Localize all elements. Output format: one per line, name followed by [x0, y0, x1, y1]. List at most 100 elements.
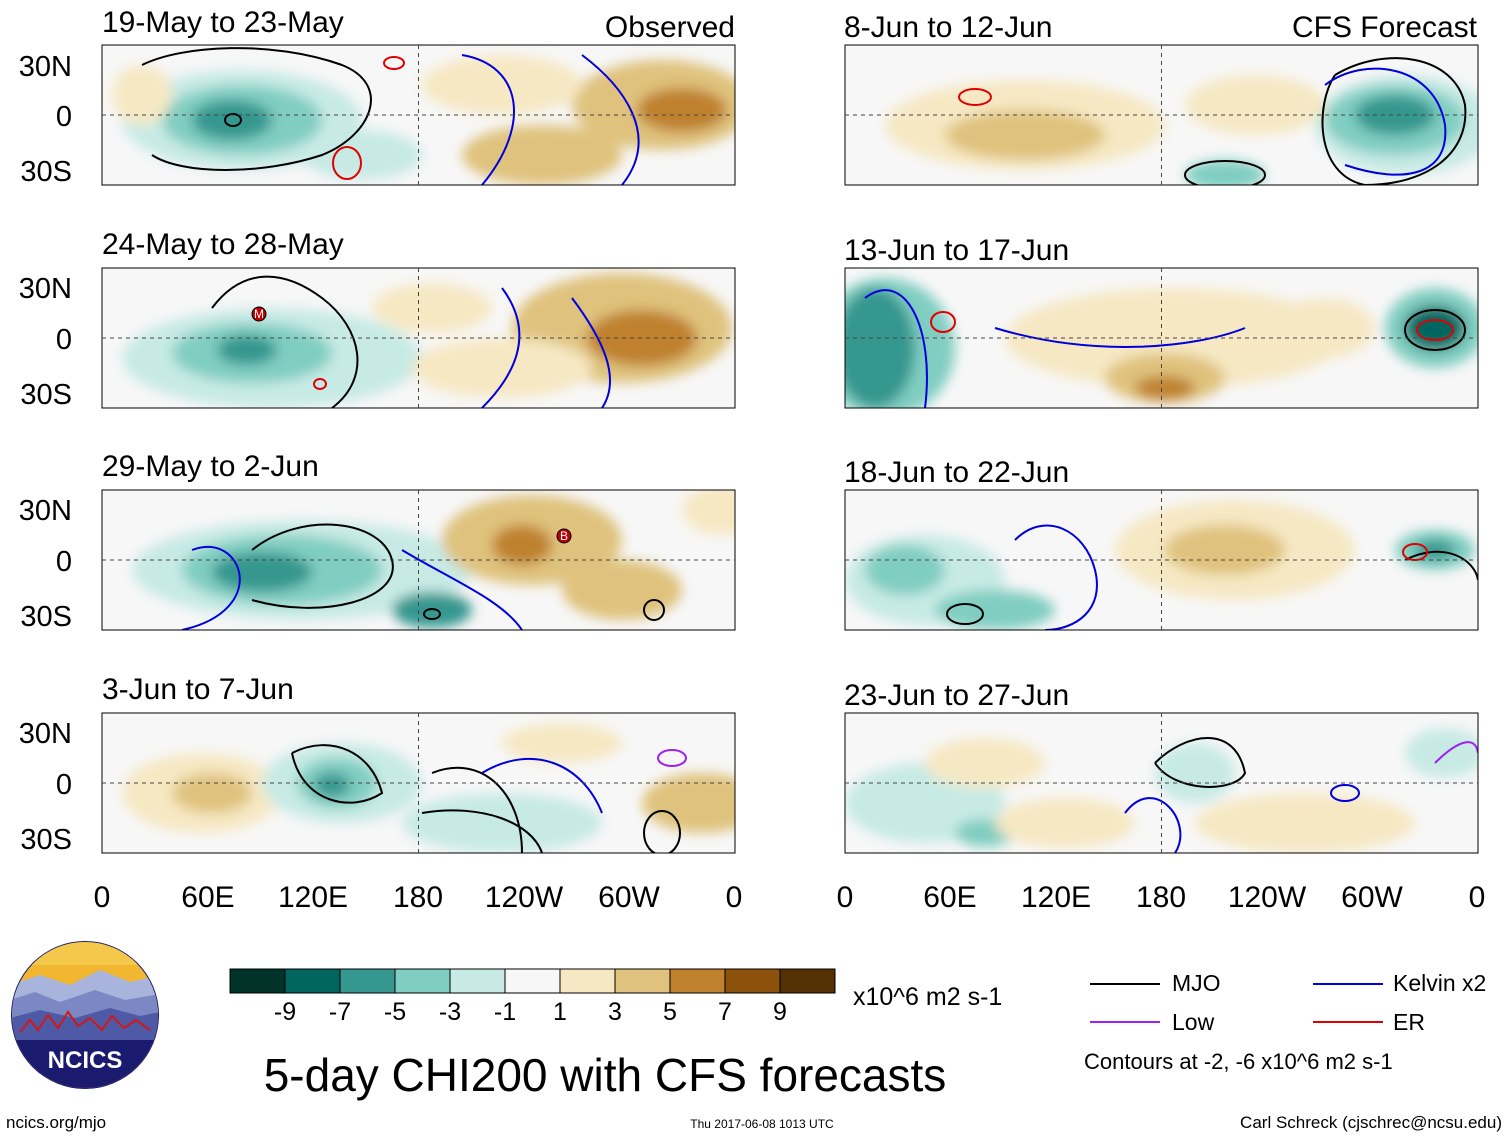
anomaly-shading	[122, 273, 732, 408]
colorbar-swatch	[779, 968, 836, 994]
colorbar-tick-label: 5	[663, 998, 677, 1026]
map-panel-forecast-4	[844, 712, 1479, 854]
footer-url: ncics.org/mjo	[6, 1113, 106, 1132]
lon-label: 60W	[1341, 881, 1403, 914]
lon-label: 60E	[923, 881, 976, 914]
colorbar-swatch	[394, 968, 451, 994]
anomaly-shading	[112, 55, 735, 185]
legend-item-kelvin: Kelvin x2	[1313, 970, 1486, 996]
colorbar-tick-label: 9	[773, 998, 787, 1026]
lat-label: 0	[56, 324, 72, 356]
colorbar-swatch	[229, 968, 286, 994]
lon-label: 0	[94, 881, 111, 914]
storm-marker-letter: M	[254, 307, 264, 321]
lon-label: 180	[393, 881, 443, 914]
svg-text:ER: ER	[1393, 1009, 1425, 1035]
observed-column-label: Observed	[605, 11, 735, 44]
lat-label: 0	[56, 769, 72, 801]
colorbar-tick-label: -5	[384, 998, 406, 1026]
map-panel-forecast-2	[844, 267, 1479, 409]
colorbar-swatch	[559, 968, 616, 994]
lon-label: 60W	[598, 881, 660, 914]
panel-title-forecast-4: 23-Jun to 27-Jun	[844, 679, 1069, 712]
panel-title-forecast-2: 13-Jun to 17-Jun	[844, 234, 1069, 267]
map-panel-forecast-1	[844, 44, 1479, 186]
lon-label: 120W	[485, 881, 564, 914]
colorbar-tick-label: 1	[553, 998, 567, 1026]
colorbar-tick-label: -1	[494, 998, 516, 1026]
lat-label: 30S	[20, 156, 72, 188]
map-panel-observed-4	[101, 712, 736, 854]
lat-label: 0	[56, 101, 72, 133]
map-panel-observed-3: B	[101, 489, 736, 631]
lat-label: 30S	[20, 824, 72, 856]
legend: MJO Kelvin x2 Low ER Contours at -2, -6 …	[1084, 970, 1486, 1074]
contour-note: Contours at -2, -6 x10^6 m2 s-1	[1084, 1049, 1393, 1074]
colorbar-swatch	[339, 968, 396, 994]
colorbar-swatch	[724, 968, 781, 994]
colorbar-swatch	[504, 968, 561, 994]
legend-item-er: ER	[1313, 1009, 1425, 1035]
contours	[864, 289, 1466, 408]
anomaly-shading	[845, 500, 1475, 630]
panel-title-observed-1: 19-May to 23-May	[102, 6, 344, 39]
footer-timestamp: Thu 2017-06-08 1013 UTC	[690, 1117, 834, 1131]
lat-label: 30N	[19, 273, 72, 305]
colorbar-swatch	[614, 968, 671, 994]
storm-marker-letter: B	[560, 529, 568, 543]
legend-item-low: Low	[1090, 1009, 1215, 1035]
panel-title-forecast-3: 18-Jun to 22-Jun	[844, 456, 1069, 489]
logo-text: NCICS	[48, 1047, 123, 1074]
contours	[1124, 737, 1478, 853]
colorbar-swatch	[669, 968, 726, 994]
legend-item-mjo: MJO	[1090, 970, 1221, 996]
lat-label: 30N	[19, 718, 72, 750]
lat-label: 30N	[19, 51, 72, 83]
colorbar-tick-label: -9	[274, 998, 296, 1026]
anomaly-shading	[885, 75, 1478, 185]
lat-label: 30S	[20, 379, 72, 411]
lon-label: 120E	[278, 881, 348, 914]
contours	[141, 47, 640, 185]
svg-text:Kelvin x2: Kelvin x2	[1393, 970, 1486, 996]
forecast-column-label: CFS Forecast	[1292, 11, 1478, 44]
anomaly-shading	[132, 490, 735, 628]
lat-label: 0	[56, 546, 72, 578]
svg-text:Low: Low	[1172, 1009, 1215, 1035]
lon-label: 0	[1469, 881, 1486, 914]
svg-text:MJO: MJO	[1172, 970, 1221, 996]
colorbar-tick-label: -7	[329, 998, 351, 1026]
colorbar-units: x10^6 m2 s-1	[853, 983, 1002, 1011]
map-panel-forecast-3	[844, 489, 1479, 631]
footer-credit: Carl Schreck (cjschrec@ncsu.edu)	[1240, 1113, 1502, 1132]
contours	[181, 523, 665, 630]
colorbar: -9 -7 -5 -3 -1 1 3 5 7 9	[229, 968, 836, 1026]
colorbar-swatch	[449, 968, 506, 994]
lon-label: 0	[726, 881, 743, 914]
colorbar-swatch	[284, 968, 341, 994]
storm-marker: M	[251, 306, 267, 322]
lon-label: 60E	[181, 881, 234, 914]
panel-title-observed-2: 24-May to 28-May	[102, 228, 344, 261]
colorbar-tick-label: 7	[718, 998, 732, 1026]
lon-axis-forecast: 0 60E 120E 180 120W 60W 0	[837, 881, 1486, 914]
colorbar-tick-label: 3	[608, 998, 622, 1026]
ncics-logo: NCICS	[11, 941, 159, 1089]
map-panel-observed-2: M	[101, 267, 736, 409]
contours	[211, 275, 611, 408]
lon-label: 0	[837, 881, 854, 914]
lon-label: 120W	[1228, 881, 1307, 914]
colorbar-tick-label: -3	[439, 998, 461, 1026]
lon-label: 120E	[1021, 881, 1091, 914]
lat-label: 30N	[19, 495, 72, 527]
lat-label: 30S	[20, 601, 72, 633]
map-panel-observed-1	[101, 44, 736, 186]
figure-title: 5-day CHI200 with CFS forecasts	[264, 1049, 947, 1101]
lon-label: 180	[1136, 881, 1186, 914]
panel-title-observed-4: 3-Jun to 7-Jun	[102, 673, 294, 706]
lon-axis-observed: 0 60E 120E 180 120W 60W 0	[94, 881, 743, 914]
storm-marker: B	[556, 528, 572, 544]
lat-axis-observed: 30N 0 30S 30N 0 30S 30N 0 30S 30N 0 30S	[19, 51, 72, 856]
contours	[958, 57, 1467, 185]
